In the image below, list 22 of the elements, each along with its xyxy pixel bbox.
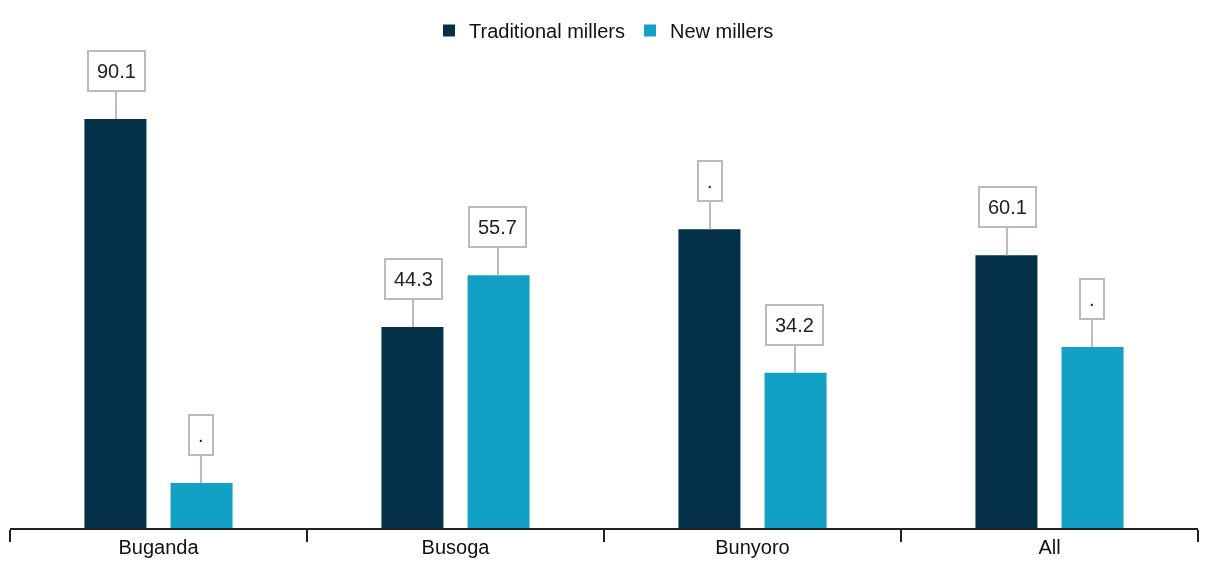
bar bbox=[381, 326, 444, 528]
data-label: 44.3 bbox=[394, 268, 433, 290]
x-tick-label: Bunyoro bbox=[715, 536, 790, 558]
bar bbox=[764, 372, 827, 528]
x-tick-label: All bbox=[1038, 536, 1061, 558]
data-label: 34.2 bbox=[775, 314, 814, 336]
data-label: . bbox=[707, 170, 713, 192]
legend-label: New millers bbox=[669, 20, 774, 43]
data-label: 60.1 bbox=[988, 196, 1027, 218]
x-tick-label: Busoga bbox=[421, 536, 491, 558]
x-tick-label: Buganda bbox=[118, 536, 200, 558]
data-label: . bbox=[1089, 288, 1095, 310]
bar bbox=[84, 119, 147, 528]
bar bbox=[678, 229, 741, 528]
bar bbox=[170, 483, 233, 528]
bar bbox=[1061, 346, 1124, 528]
data-label: . bbox=[198, 424, 204, 446]
bar bbox=[975, 255, 1038, 528]
data-label: 90.1 bbox=[97, 60, 136, 82]
data-label: 55.7 bbox=[478, 216, 517, 238]
legend-label: Traditional millers bbox=[469, 20, 625, 43]
bar bbox=[467, 275, 530, 528]
